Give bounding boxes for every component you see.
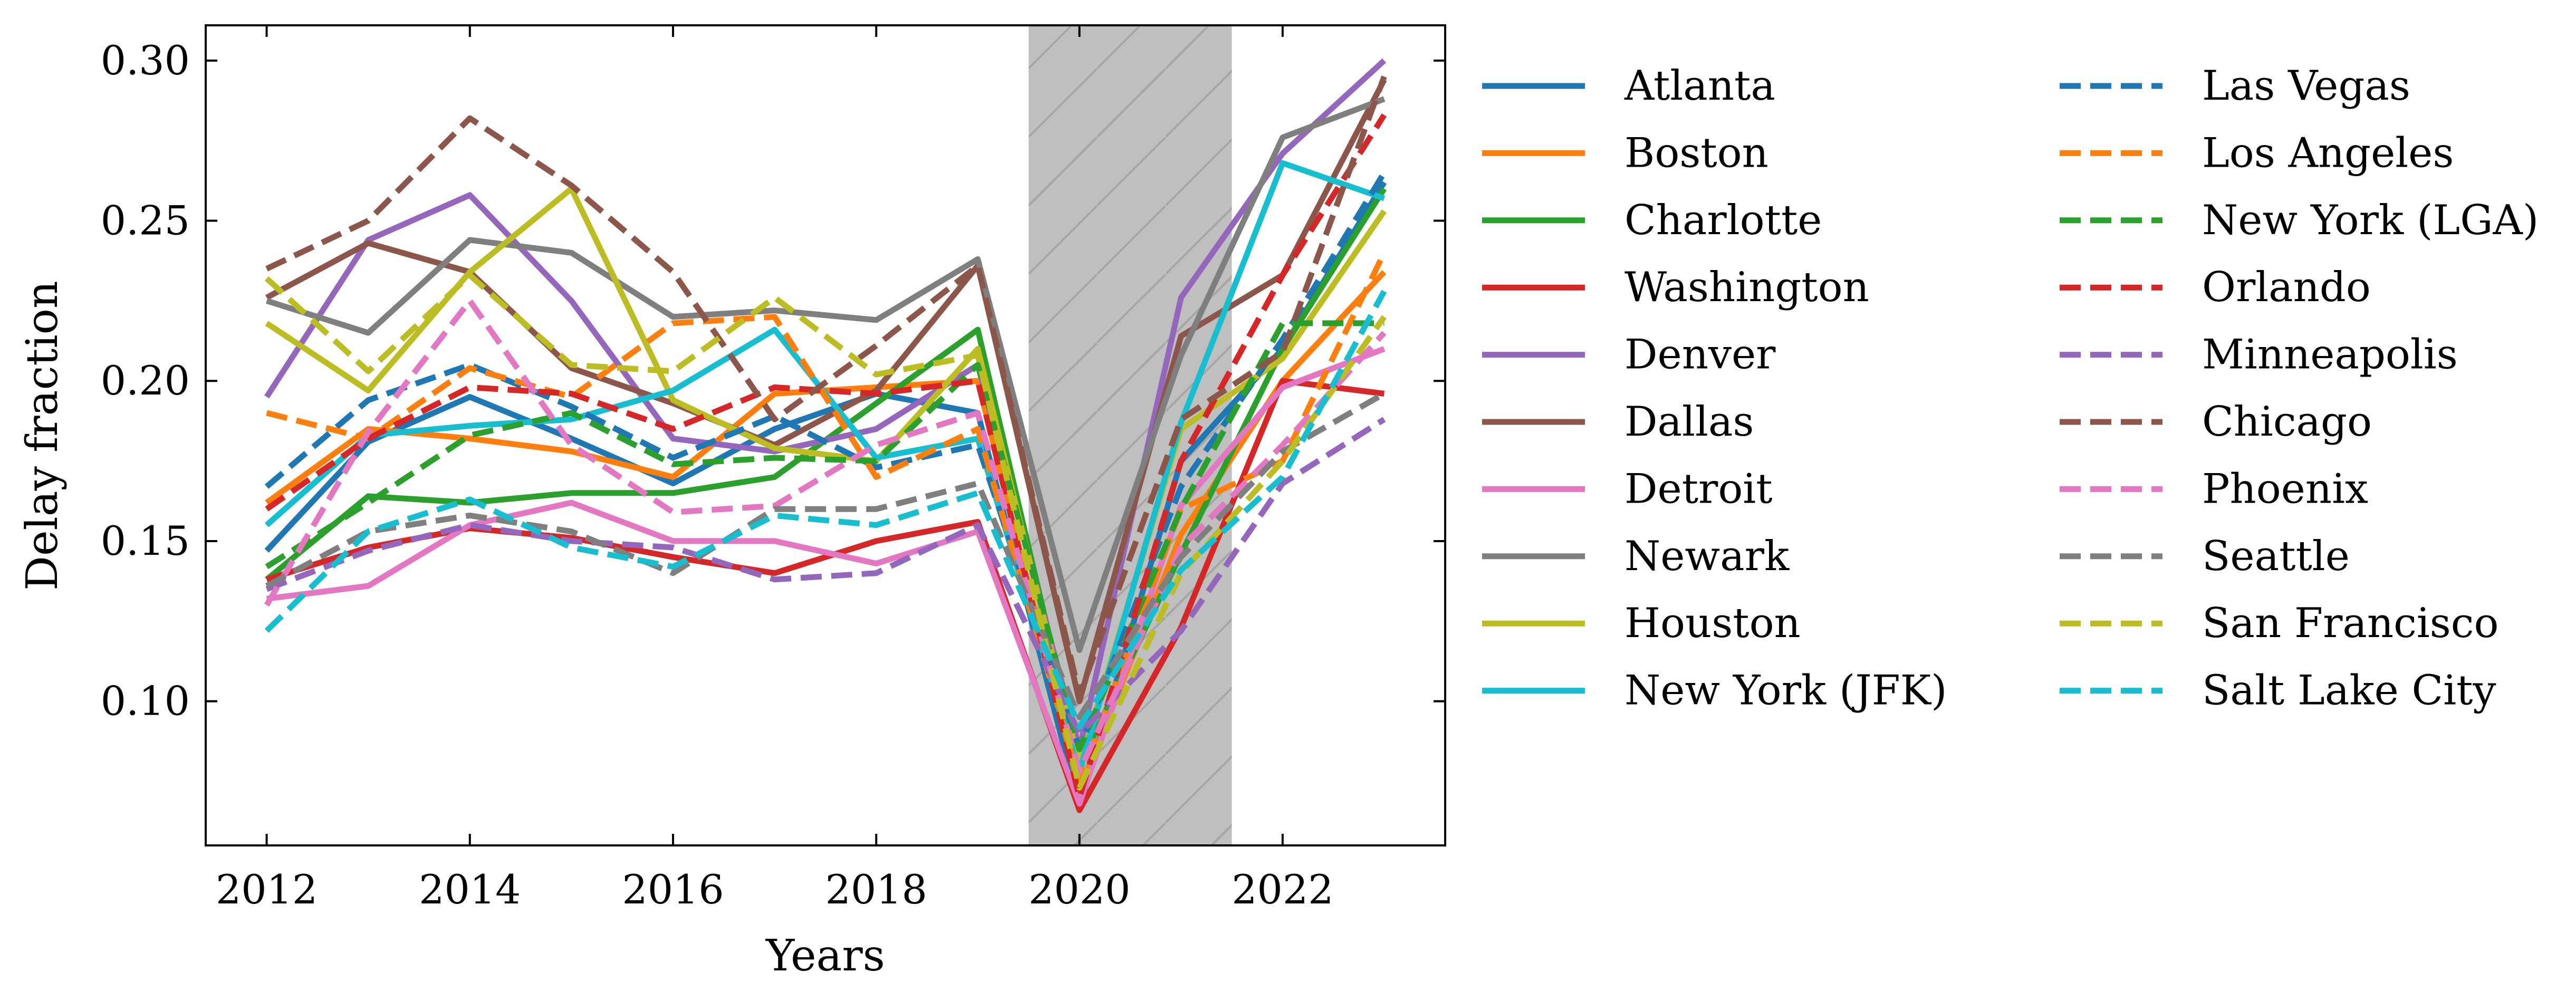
series-line bbox=[265, 78, 1387, 705]
series-line bbox=[265, 417, 1386, 736]
legend-label: Salt Lake City bbox=[2202, 667, 2496, 715]
legend-item: Charlotte bbox=[1482, 197, 1822, 244]
legend-label: Seattle bbox=[2202, 533, 2350, 580]
legend-label: Dallas bbox=[1625, 398, 1754, 446]
y-tick-label: 0.20 bbox=[101, 357, 190, 404]
legend-item: Chicago bbox=[2060, 398, 2372, 446]
legend-item: Minneapolis bbox=[2060, 331, 2458, 379]
x-tick-label: 2022 bbox=[1232, 866, 1333, 913]
legend-item: New York (JFK) bbox=[1482, 667, 1947, 715]
y-axis-label: Delay fraction bbox=[17, 281, 68, 591]
legend-label: Los Angeles bbox=[2202, 129, 2454, 177]
series-line bbox=[265, 391, 1386, 720]
legend-item: Detroit bbox=[1482, 465, 1773, 513]
plot-frame bbox=[205, 24, 1446, 846]
legend-item: Los Angeles bbox=[2060, 129, 2454, 177]
legend-item: Houston bbox=[1482, 600, 1801, 647]
legend-label: New York (LGA) bbox=[2202, 197, 2539, 244]
x-tick-label: 2020 bbox=[1029, 866, 1130, 913]
legend-item: Las Vegas bbox=[2060, 62, 2410, 110]
y-tick-label: 0.10 bbox=[101, 678, 190, 725]
series-line bbox=[264, 290, 1387, 730]
legend-label: Las Vegas bbox=[2202, 62, 2410, 110]
x-tick-label: 2018 bbox=[825, 866, 927, 913]
series-line bbox=[266, 251, 1387, 784]
legend-label: Newark bbox=[1625, 533, 1790, 580]
y-tick-label: 0.30 bbox=[101, 37, 190, 84]
series-line bbox=[264, 272, 1387, 791]
legend-label: Phoenix bbox=[2202, 465, 2368, 513]
legend-item: Orlando bbox=[2060, 264, 2371, 311]
legend-item: Seattle bbox=[2060, 533, 2350, 580]
legend-label: New York (JFK) bbox=[1625, 667, 1947, 715]
legend-label: Denver bbox=[1625, 331, 1776, 379]
legend-item: Salt Lake City bbox=[2060, 667, 2496, 715]
legend-item: Denver bbox=[1482, 331, 1776, 379]
legend-label: Charlotte bbox=[1625, 197, 1822, 244]
legend-item: Newark bbox=[1482, 533, 1790, 580]
series-line bbox=[266, 346, 1386, 807]
legend-item: Dallas bbox=[1482, 398, 1754, 446]
x-tick-label: 2016 bbox=[622, 866, 724, 913]
y-tick-label: 0.15 bbox=[101, 517, 190, 564]
x-axis-label: Years bbox=[765, 931, 885, 981]
series-line bbox=[265, 320, 1385, 753]
legend-label: Houston bbox=[1625, 600, 1801, 647]
series-line bbox=[265, 75, 1387, 698]
legend-item: Boston bbox=[1482, 129, 1768, 177]
series-line bbox=[265, 171, 1387, 753]
x-tick-label: 2012 bbox=[216, 866, 318, 913]
series-lines bbox=[264, 58, 1387, 813]
legend-label: Washington bbox=[1625, 264, 1869, 311]
series-line bbox=[265, 96, 1386, 653]
legend-item: New York (LGA) bbox=[2060, 197, 2539, 244]
legend-label: Minneapolis bbox=[2202, 331, 2458, 379]
legend-label: Detroit bbox=[1625, 465, 1773, 513]
legend-item: Phoenix bbox=[2060, 465, 2368, 513]
legend: Atlanta Boston Charlotte Washington Denver Da… bbox=[1482, 62, 2539, 715]
y-tick-label: 0.25 bbox=[101, 197, 190, 244]
axes: 2012 2014 2016 2018 2020 2022 0.10 0.15 0.20 0.25… bbox=[101, 24, 1446, 913]
x-tick-label: 2014 bbox=[419, 866, 521, 913]
series-line bbox=[265, 113, 1387, 801]
legend-item: Atlanta bbox=[1482, 62, 1775, 110]
legend-label: Atlanta bbox=[1624, 62, 1775, 110]
legend-label: Orlando bbox=[2202, 264, 2371, 311]
series-line bbox=[264, 180, 1387, 810]
legend-item: Washington bbox=[1482, 264, 1869, 311]
series-line bbox=[264, 297, 1387, 775]
legend-label: Boston bbox=[1625, 129, 1768, 177]
legend-item: San Francisco bbox=[2060, 600, 2498, 647]
legend-label: Chicago bbox=[2202, 398, 2372, 446]
legend-label: San Francisco bbox=[2202, 600, 2498, 647]
